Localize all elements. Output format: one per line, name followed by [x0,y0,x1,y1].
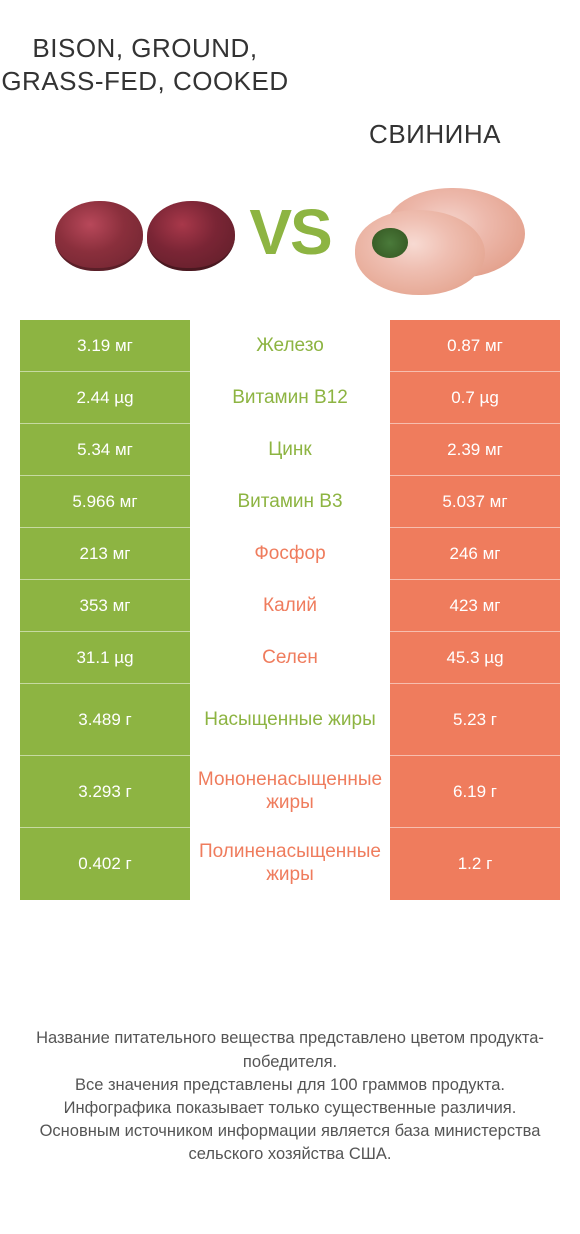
footer-line: Основным источником информации является … [20,1120,560,1166]
right-image [290,162,580,310]
nutrient-label: Насыщенные жиры [190,684,390,756]
footnotes: Название питательного вещества представл… [0,1027,580,1234]
nutrient-table: 3.19 мгЖелезо0.87 мг2.44 µgВитамин B120.… [0,320,580,900]
vs-label: VS [249,195,330,269]
bison-steak-icon [147,201,235,271]
value-right: 6.19 г [390,756,560,828]
nutrient-label: Калий [190,580,390,632]
right-title: СВИНИНА [369,118,501,151]
value-left: 0.402 г [20,828,190,900]
table-row: 31.1 µgСелен45.3 µg [20,632,560,684]
nutrient-label: Витамин B3 [190,476,390,528]
pork-chop-icon [355,210,485,295]
table-row: 3.293 гМононенасыщенные жиры6.19 г [20,756,560,828]
value-left: 3.19 мг [20,320,190,372]
value-left: 3.293 г [20,756,190,828]
table-row: 2.44 µgВитамин B120.7 µg [20,372,560,424]
value-right: 45.3 µg [390,632,560,684]
left-image [0,162,290,310]
table-row: 5.966 мгВитамин B35.037 мг [20,476,560,528]
table-row: 213 мгФосфор246 мг [20,528,560,580]
bison-steak-icon [55,201,143,271]
value-right: 423 мг [390,580,560,632]
value-right: 246 мг [390,528,560,580]
value-right: 0.87 мг [390,320,560,372]
nutrient-label: Железо [190,320,390,372]
nutrient-label: Цинк [190,424,390,476]
herb-icon [372,228,408,258]
value-right: 2.39 мг [390,424,560,476]
table-row: 5.34 мгЦинк2.39 мг [20,424,560,476]
value-right: 1.2 г [390,828,560,900]
table-row: 353 мгКалий423 мг [20,580,560,632]
value-left: 353 мг [20,580,190,632]
value-left: 213 мг [20,528,190,580]
footer-line: Все значения представлены для 100 граммо… [20,1074,560,1097]
value-left: 2.44 µg [20,372,190,424]
table-row: 0.402 гПолиненасыщенные жиры1.2 г [20,828,560,900]
nutrient-label: Фосфор [190,528,390,580]
value-right: 5.037 мг [390,476,560,528]
comparison-header: BISON, GROUND, GRASS-FED, COOKED VS СВИН… [0,0,580,310]
nutrient-label: Мононенасыщенные жиры [190,756,390,828]
value-left: 5.966 мг [20,476,190,528]
footer-line: Инфографика показывает только существенн… [20,1097,560,1120]
value-left: 5.34 мг [20,424,190,476]
nutrient-label: Витамин B12 [190,372,390,424]
table-row: 3.489 гНасыщенные жиры5.23 г [20,684,560,756]
left-product: BISON, GROUND, GRASS-FED, COOKED [0,0,290,310]
nutrient-label: Селен [190,632,390,684]
left-title: BISON, GROUND, GRASS-FED, COOKED [0,32,290,97]
right-product: СВИНИНА [290,0,580,310]
value-left: 31.1 µg [20,632,190,684]
value-right: 0.7 µg [390,372,560,424]
table-row: 3.19 мгЖелезо0.87 мг [20,320,560,372]
footer-line: Название питательного вещества представл… [20,1027,560,1073]
value-right: 5.23 г [390,684,560,756]
value-left: 3.489 г [20,684,190,756]
nutrient-label: Полиненасыщенные жиры [190,828,390,900]
